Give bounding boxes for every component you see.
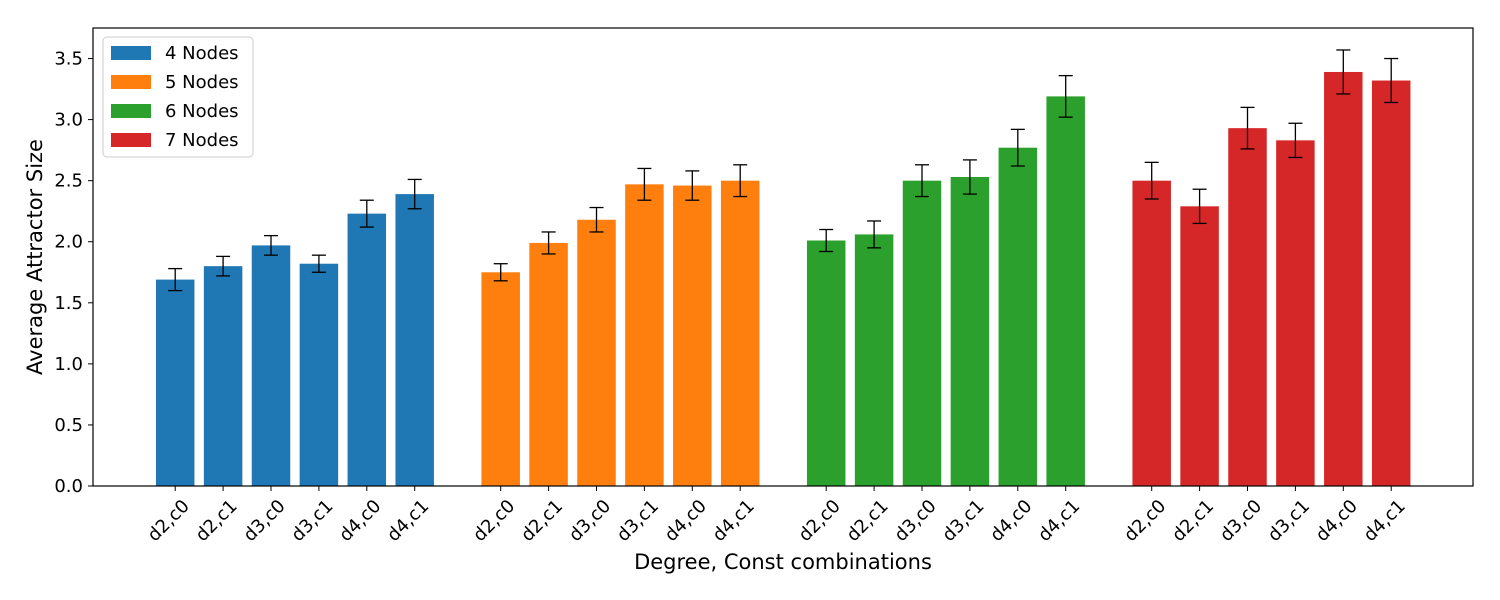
legend-label: 5 Nodes xyxy=(165,72,239,93)
bar-5-nodes-d3-c1 xyxy=(625,184,664,486)
error-bar xyxy=(1384,57,1399,104)
error-bar xyxy=(168,267,183,292)
x-tick-label: d2,c1 xyxy=(843,496,893,546)
bar-4-nodes-d3-c0 xyxy=(251,245,291,486)
error-bar xyxy=(867,220,882,249)
error-bar xyxy=(1010,128,1025,167)
y-tick-label: 0.5 xyxy=(54,415,83,436)
x-tick-label: d2,c1 xyxy=(192,496,242,546)
error-bar xyxy=(962,159,977,195)
x-tick-label: d3,c1 xyxy=(1264,496,1314,546)
error-bar xyxy=(819,228,834,253)
bar-4-nodes-d3-c1 xyxy=(299,263,339,486)
error-bar xyxy=(1288,122,1303,159)
y-tick-label: 3.5 xyxy=(54,49,83,70)
y-tick-label: 1.5 xyxy=(54,293,83,314)
y-tick-label: 2.0 xyxy=(54,232,83,253)
bar-6-nodes-d2-c1 xyxy=(854,234,894,486)
x-tick-label: d4,c1 xyxy=(709,496,759,546)
bars-layer xyxy=(155,71,1411,487)
x-tick-label: d3,c1 xyxy=(287,496,337,546)
legend-label: 4 Nodes xyxy=(165,43,239,64)
legend-label: 7 Nodes xyxy=(165,130,239,151)
error-bar xyxy=(216,255,231,277)
error-bar xyxy=(1336,49,1351,95)
bar-4-nodes-d2-c0 xyxy=(155,279,195,486)
error-bar xyxy=(915,164,929,198)
x-tick-label: d2,c1 xyxy=(517,496,567,546)
error-bar xyxy=(311,254,326,273)
bar-5-nodes-d3-c0 xyxy=(577,219,616,486)
x-tick-label: d2,c0 xyxy=(1120,496,1170,546)
bar-4-nodes-d4-c1 xyxy=(395,194,434,486)
x-tick-label: d2,c0 xyxy=(144,496,194,546)
y-axis: 0.0 0.5 1.0 1.5 2.0 2.5 3.0 3.5 xyxy=(54,49,93,497)
bar-5-nodes-d2-c0 xyxy=(481,272,520,486)
error-bar xyxy=(1192,188,1207,225)
legend-swatch xyxy=(111,75,151,89)
y-tick-label: 2.5 xyxy=(54,171,83,192)
y-tick-label: 3.0 xyxy=(54,110,83,131)
x-tick-label: d4,c0 xyxy=(335,496,385,546)
x-tick-label: d4,c0 xyxy=(986,496,1036,546)
x-tick-label: d4,c0 xyxy=(1312,496,1362,546)
x-tick-label: d3,c0 xyxy=(239,496,289,546)
x-tick-label: d3,c0 xyxy=(890,496,940,546)
bar-5-nodes-d4-c1 xyxy=(720,180,760,487)
error-bar xyxy=(1144,161,1159,200)
legend-swatch xyxy=(111,104,151,118)
bar-7-nodes-d4-c0 xyxy=(1324,71,1363,486)
legend-frame xyxy=(102,36,254,158)
plot-frame xyxy=(92,27,1474,487)
error-bar xyxy=(589,206,604,233)
bar-6-nodes-d2-c0 xyxy=(806,240,846,486)
x-axis-label: Degree, Const combinations xyxy=(634,550,932,574)
error-bar xyxy=(264,234,278,256)
x-tick-label: d4,c0 xyxy=(661,496,711,546)
x-tick-label: d3,c1 xyxy=(613,496,663,546)
y-tick-label: 1.0 xyxy=(54,354,83,375)
bar-7-nodes-d3-c1 xyxy=(1276,140,1315,487)
error-bar xyxy=(685,170,700,201)
error-bar xyxy=(1240,106,1255,150)
x-tick-label: d4,c1 xyxy=(383,496,433,546)
bar-6-nodes-d4-c1 xyxy=(1046,96,1085,486)
bar-7-nodes-d3-c0 xyxy=(1228,128,1267,486)
error-bar xyxy=(637,167,652,201)
legend-swatch xyxy=(111,133,151,147)
bar-4-nodes-d2-c1 xyxy=(203,266,243,486)
legend-swatch xyxy=(111,46,151,60)
legend-label: 6 Nodes xyxy=(165,101,239,122)
x-tick-label: d3,c0 xyxy=(1216,496,1266,546)
bar-7-nodes-d4-c1 xyxy=(1371,80,1411,487)
bar-7-nodes-d2-c0 xyxy=(1132,180,1171,487)
y-axis-label: Average Attractor Size xyxy=(23,139,47,375)
bar-4-nodes-d4-c0 xyxy=(347,213,387,486)
x-tick-label: d4,c1 xyxy=(1360,496,1410,546)
error-bar xyxy=(733,164,748,198)
error-bar xyxy=(1058,74,1073,118)
error-bar xyxy=(407,178,422,210)
x-tick-label: d2,c1 xyxy=(1168,496,1218,546)
x-tick-label: d3,c0 xyxy=(565,496,615,546)
x-tick-label: d3,c1 xyxy=(938,496,988,546)
error-bar xyxy=(493,263,508,282)
bar-5-nodes-d2-c1 xyxy=(529,242,568,486)
legend: 4 Nodes 5 Nodes 6 Nodes 7 Nodes xyxy=(102,36,254,158)
error-bar xyxy=(359,199,374,228)
bar-6-nodes-d3-c0 xyxy=(902,180,942,487)
x-tick-label: d2,c0 xyxy=(469,496,519,546)
x-tick-label: d4,c1 xyxy=(1034,496,1084,546)
error-bar xyxy=(541,231,556,255)
bar-5-nodes-d4-c0 xyxy=(673,185,712,487)
x-tick-label: d2,c0 xyxy=(795,496,845,546)
bar-6-nodes-d4-c0 xyxy=(998,147,1038,486)
error-bars-layer xyxy=(168,49,1399,292)
bar-7-nodes-d2-c1 xyxy=(1180,206,1219,486)
bar-6-nodes-d3-c1 xyxy=(950,177,990,486)
y-tick-label: 0.0 xyxy=(54,476,83,497)
